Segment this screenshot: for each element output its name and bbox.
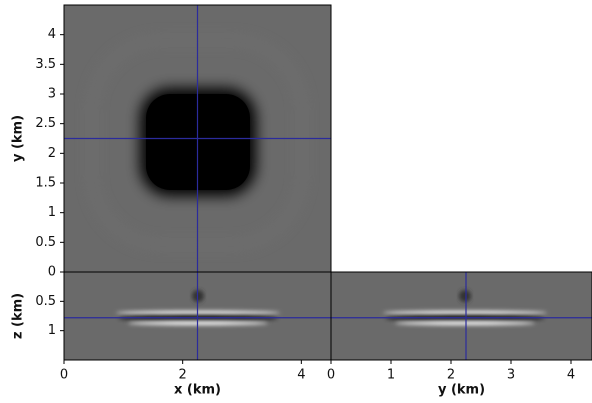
y-tick-label: 2.5 xyxy=(35,116,56,131)
y-tick-label: 4 xyxy=(48,27,56,42)
x-tick-label: 1 xyxy=(387,368,395,383)
frame xyxy=(330,271,592,361)
y-tick-label: 0.5 xyxy=(35,235,56,250)
y-axis-label: y (km) xyxy=(11,115,26,162)
x-tick-label: 4 xyxy=(297,368,305,383)
x-tick-label: 2 xyxy=(179,368,187,383)
y-axis-label: z (km) xyxy=(11,293,26,339)
x-tick-label: 0 xyxy=(60,368,68,383)
slice-image xyxy=(331,272,592,360)
y-tick-label: 0 xyxy=(48,265,56,280)
y-tick-label: 2 xyxy=(48,146,56,161)
y-tick-label: 3 xyxy=(48,87,56,102)
x-tick-label: 4 xyxy=(567,368,575,383)
x-axis-label: x (km) xyxy=(174,383,221,398)
y-tick-label: 1 xyxy=(48,205,56,220)
y-tick-label: 1 xyxy=(48,323,56,338)
x-axis-label: y (km) xyxy=(438,383,485,398)
y-tick-label: 0.5 xyxy=(35,294,56,309)
x-tick-label: 2 xyxy=(447,368,455,383)
y-tick-label: 3.5 xyxy=(35,57,56,72)
y-tick-label: 1.5 xyxy=(35,176,56,191)
x-tick-label: 0 xyxy=(327,368,335,383)
x-tick-label: 3 xyxy=(507,368,515,383)
